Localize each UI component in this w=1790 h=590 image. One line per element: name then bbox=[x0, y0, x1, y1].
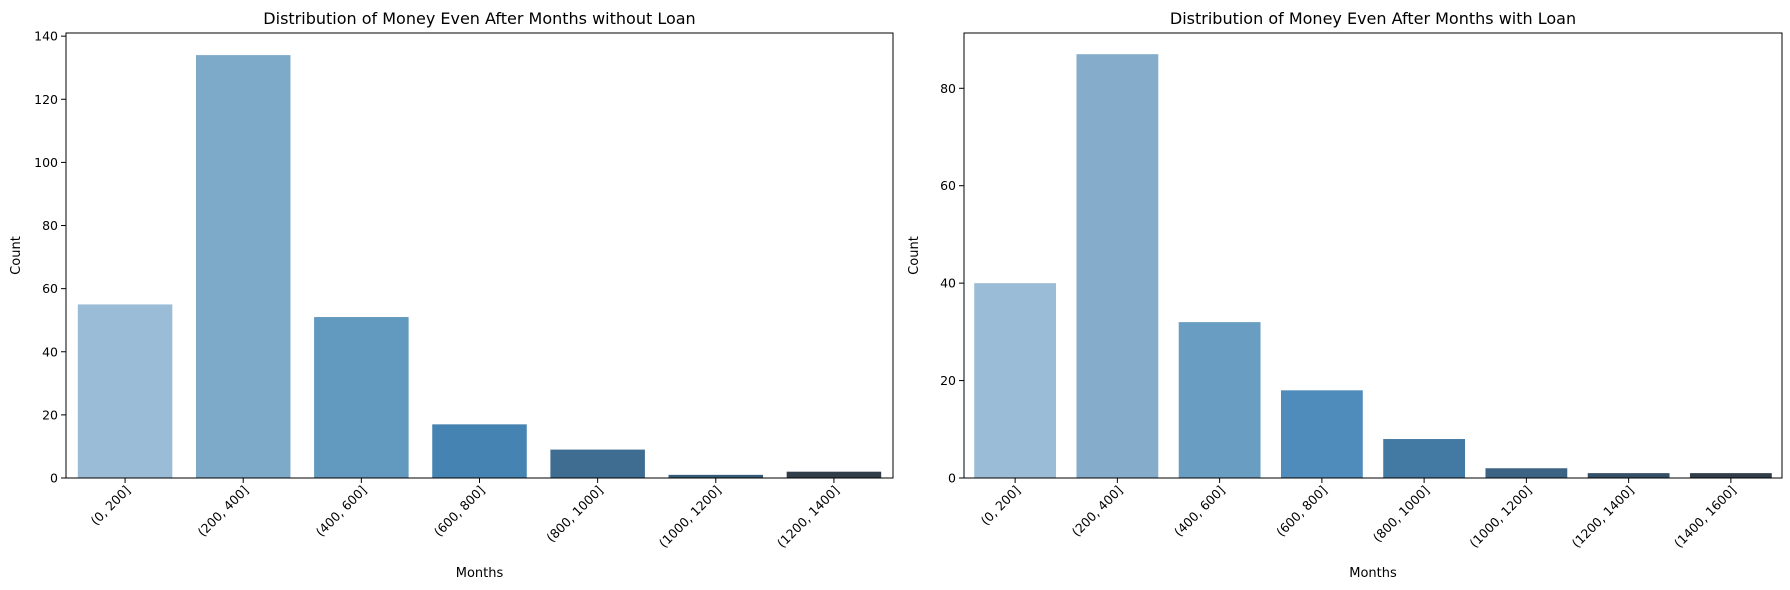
y-ticks: 0 20 40 60 80 100 120 140 bbox=[34, 29, 66, 486]
bar-3 bbox=[314, 317, 409, 478]
bars bbox=[974, 54, 1772, 478]
plot-frame bbox=[65, 32, 894, 479]
x-tick-label: (800, 1000] bbox=[543, 483, 605, 545]
y-axis-label: Count bbox=[9, 236, 24, 275]
plot-frame bbox=[963, 32, 1783, 479]
y-tick-label: 80 bbox=[940, 81, 956, 96]
y-tick-label: 0 bbox=[948, 471, 956, 486]
y-tick-label: 140 bbox=[34, 29, 58, 44]
x-tick-label: (200, 400] bbox=[194, 483, 251, 540]
y-tick-label: 80 bbox=[42, 218, 58, 233]
bar-4 bbox=[432, 424, 527, 478]
x-tick-label: (1200, 1400] bbox=[1569, 483, 1637, 551]
y-tick-label: 120 bbox=[34, 92, 58, 107]
bar-5 bbox=[1383, 439, 1466, 478]
y-tick-label: 20 bbox=[42, 407, 58, 422]
x-tick-label: (800, 1000] bbox=[1370, 483, 1432, 545]
bar-8 bbox=[1689, 473, 1772, 478]
bar-7 bbox=[1587, 473, 1670, 478]
bar-5 bbox=[550, 449, 645, 478]
y-tick-label: 20 bbox=[940, 373, 956, 388]
x-tick-label: (1000, 1200] bbox=[1466, 483, 1534, 551]
x-tick-label: (0, 200] bbox=[88, 483, 134, 529]
x-tick-label: (0, 200] bbox=[978, 483, 1024, 529]
bar-2 bbox=[1076, 54, 1159, 478]
y-axis-label: Count bbox=[907, 236, 922, 275]
x-tick-label: (1200, 1400] bbox=[774, 483, 842, 551]
x-tick-label: (600, 800] bbox=[431, 483, 488, 540]
bar-2 bbox=[195, 55, 291, 479]
bar-6 bbox=[1485, 468, 1568, 478]
x-ticks: (0, 200] (200, 400] (400, 600] (600, 800] (8… bbox=[978, 478, 1739, 551]
chart-title: Distribution of Money Even After Months … bbox=[1170, 9, 1576, 28]
x-tick-label: (400, 600] bbox=[1171, 483, 1228, 540]
y-tick-label: 40 bbox=[42, 344, 58, 359]
chart-without-loan: Distribution of Money Even After Months … bbox=[9, 9, 894, 581]
y-ticks: 0 20 40 60 80 bbox=[940, 81, 964, 486]
x-tick-label: (400, 600] bbox=[313, 483, 370, 540]
bar-1 bbox=[77, 304, 173, 478]
x-ticks: (0, 200] (200, 400] (400, 600] (600, 800] (8… bbox=[88, 478, 842, 551]
x-axis-label: Months bbox=[456, 566, 504, 581]
chart-with-loan: Distribution of Money Even After Months … bbox=[907, 9, 1783, 581]
x-tick-label: (1000, 1200] bbox=[656, 483, 724, 551]
y-tick-label: 100 bbox=[34, 155, 58, 170]
bar-7 bbox=[786, 471, 882, 478]
bar-3 bbox=[1178, 322, 1261, 478]
y-tick-label: 60 bbox=[42, 281, 58, 296]
chart-title: Distribution of Money Even After Months … bbox=[263, 9, 695, 28]
x-tick-label: (600, 800] bbox=[1273, 483, 1330, 540]
bar-1 bbox=[974, 283, 1057, 478]
bars bbox=[77, 55, 882, 479]
x-tick-label: (200, 400] bbox=[1069, 483, 1126, 540]
y-tick-label: 60 bbox=[940, 178, 956, 193]
bar-4 bbox=[1280, 390, 1363, 478]
x-axis-label: Months bbox=[1349, 566, 1397, 581]
x-tick-label: (1400, 1600] bbox=[1671, 483, 1739, 551]
y-tick-label: 40 bbox=[940, 276, 956, 291]
bar-6 bbox=[668, 474, 764, 478]
y-tick-label: 0 bbox=[50, 471, 58, 486]
